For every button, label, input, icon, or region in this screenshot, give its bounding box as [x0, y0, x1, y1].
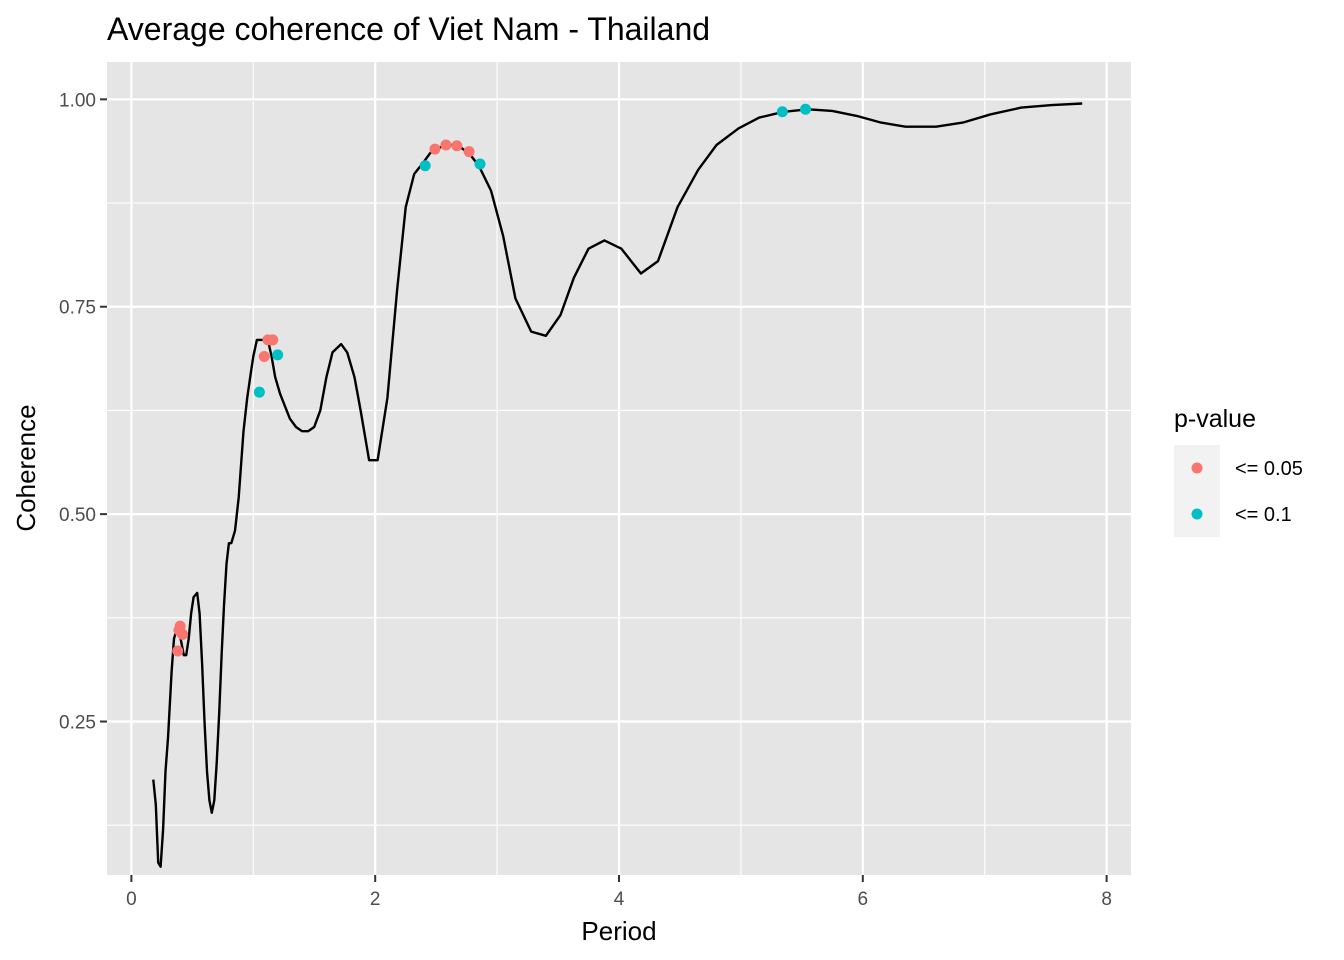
- point-p005: [451, 140, 463, 152]
- point-p005: [463, 146, 475, 158]
- legend-label: <= 0.05: [1235, 458, 1303, 480]
- significance-points: [172, 103, 812, 657]
- x-tick-label: 0: [126, 889, 137, 910]
- point-p005: [429, 143, 441, 155]
- point-p01: [419, 160, 431, 172]
- point-p01: [272, 349, 284, 361]
- x-tick-label: 6: [858, 889, 869, 910]
- point-p005: [440, 139, 452, 151]
- gridlines: [107, 62, 1131, 875]
- y-tick-label: 0.75: [59, 298, 96, 319]
- point-p005: [172, 645, 184, 657]
- x-tick-label: 2: [370, 889, 381, 910]
- point-p01: [776, 106, 788, 118]
- y-tick-label: 0.25: [59, 713, 96, 734]
- point-p01: [474, 158, 486, 170]
- chart-title: Average coherence of Viet Nam - Thailand: [107, 11, 710, 47]
- y-tick-label: 1.00: [59, 90, 96, 111]
- point-p01: [253, 386, 265, 398]
- legend-dot-p01: [1191, 508, 1203, 520]
- point-p005: [258, 351, 270, 363]
- x-axis-title: Period: [581, 916, 656, 946]
- point-p005: [177, 628, 189, 640]
- legend-title: p-value: [1174, 405, 1256, 433]
- x-tick-label: 4: [614, 889, 625, 910]
- point-p005: [267, 334, 279, 346]
- axes: 0 2 4 6 8 0.25 0.50 0.75 1.00: [59, 90, 1112, 910]
- point-p01: [800, 103, 812, 115]
- x-tick-label: 8: [1101, 889, 1112, 910]
- y-axis-title: Coherence: [11, 404, 41, 531]
- legend-items: <= 0.05 <= 0.1: [1174, 445, 1303, 537]
- point-p005: [174, 620, 186, 632]
- legend: p-value <= 0.05 <= 0.1: [1174, 405, 1303, 537]
- coherence-line: [152, 102, 1083, 868]
- legend-dot-p005: [1191, 462, 1203, 474]
- coherence-line-layer: [152, 102, 1083, 868]
- y-tick-label: 0.50: [59, 505, 96, 526]
- legend-label: <= 0.1: [1235, 504, 1292, 526]
